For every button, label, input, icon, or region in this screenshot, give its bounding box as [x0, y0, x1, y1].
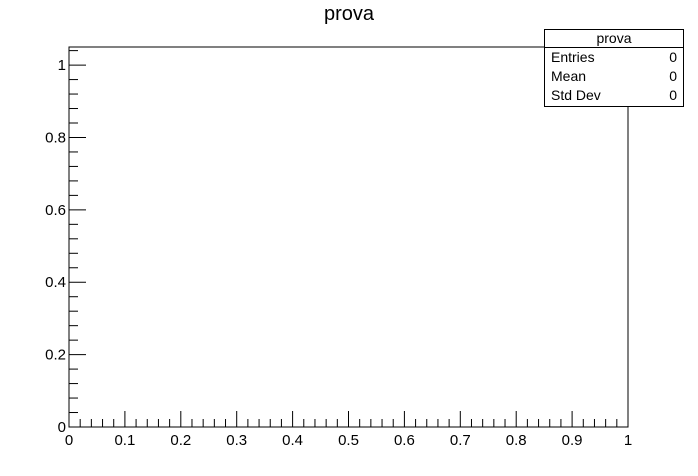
x-tick-label: 0.1 [114, 432, 135, 449]
stats-row-stddev: Std Dev 0 [545, 86, 683, 105]
y-tick-label: 0.6 [45, 202, 66, 219]
x-tick-label: 0.2 [170, 432, 191, 449]
x-tick-label: 0.9 [562, 432, 583, 449]
y-tick-label: 0.8 [45, 129, 66, 146]
stats-label-mean: Mean [551, 68, 587, 84]
chart-title: prova [323, 3, 375, 25]
x-tick-label: 0.3 [226, 432, 247, 449]
x-tick-label: 0 [65, 432, 73, 449]
stats-row-mean: Mean 0 [545, 67, 683, 86]
x-tick-label: 0.5 [338, 432, 359, 449]
x-tick-label: 0.4 [282, 432, 303, 449]
stats-box: prova Entries 0 Mean 0 Std Dev 0 [544, 29, 684, 107]
x-tick-label: 0.6 [394, 432, 415, 449]
y-tick-label: 0.4 [45, 274, 66, 291]
stats-value-mean: 0 [669, 68, 677, 84]
stats-value-stddev: 0 [669, 87, 677, 103]
x-tick-label: 0.8 [506, 432, 527, 449]
y-tick-label: 1 [58, 57, 66, 74]
y-tick-label: 0 [58, 419, 66, 436]
y-axis: 0 0.2 0.4 0.6 0.8 1 [45, 50, 86, 436]
stats-value-entries: 0 [669, 49, 677, 65]
x-axis: 0 0.1 0.2 0.3 0.4 0.5 0.6 0.7 0.8 0.9 1 [65, 411, 632, 449]
stats-title: prova [545, 30, 683, 48]
x-tick-label: 0.7 [450, 432, 471, 449]
stats-row-entries: Entries 0 [545, 48, 683, 67]
stats-label-stddev: Std Dev [551, 87, 601, 103]
x-tick-label: 1 [624, 432, 632, 449]
y-tick-label: 0.2 [45, 347, 66, 364]
stats-label-entries: Entries [551, 49, 595, 65]
